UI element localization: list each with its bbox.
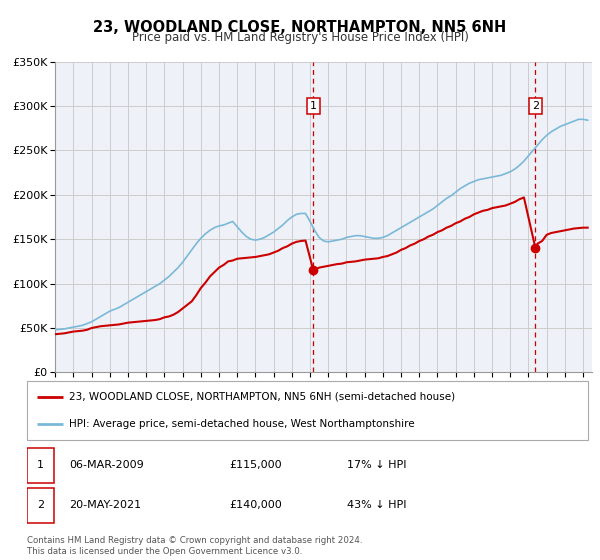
Text: 17% ↓ HPI: 17% ↓ HPI — [347, 460, 406, 470]
Text: £140,000: £140,000 — [229, 500, 282, 510]
Bar — [27, 488, 54, 522]
Text: 06-MAR-2009: 06-MAR-2009 — [69, 460, 144, 470]
Text: 1: 1 — [37, 460, 44, 470]
Text: 23, WOODLAND CLOSE, NORTHAMPTON, NN5 6NH (semi-detached house): 23, WOODLAND CLOSE, NORTHAMPTON, NN5 6NH… — [69, 391, 455, 402]
Text: 2: 2 — [37, 500, 44, 510]
Text: Price paid vs. HM Land Registry's House Price Index (HPI): Price paid vs. HM Land Registry's House … — [131, 31, 469, 44]
Text: 23, WOODLAND CLOSE, NORTHAMPTON, NN5 6NH: 23, WOODLAND CLOSE, NORTHAMPTON, NN5 6NH — [94, 20, 506, 35]
Text: Contains HM Land Registry data © Crown copyright and database right 2024.
This d: Contains HM Land Registry data © Crown c… — [27, 536, 362, 556]
Text: 1: 1 — [310, 101, 317, 111]
Bar — [27, 448, 54, 483]
Text: 2: 2 — [532, 101, 539, 111]
Text: 20-MAY-2021: 20-MAY-2021 — [69, 500, 141, 510]
Text: 43% ↓ HPI: 43% ↓ HPI — [347, 500, 406, 510]
Text: HPI: Average price, semi-detached house, West Northamptonshire: HPI: Average price, semi-detached house,… — [69, 419, 415, 429]
Text: £115,000: £115,000 — [229, 460, 281, 470]
